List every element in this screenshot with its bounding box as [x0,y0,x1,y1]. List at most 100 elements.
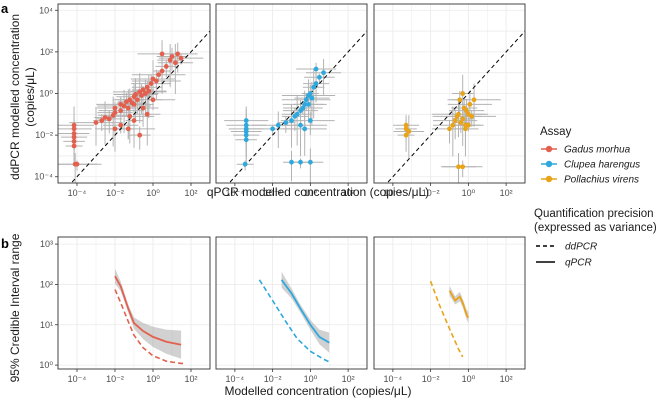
data-point-clupea-harengus [275,122,281,128]
data-point-gadus-morhua [144,84,150,90]
panel-b-facet-2-xtick-label: 10⁰ [462,374,476,384]
data-point-clupea-harengus [243,132,249,138]
data-point-gadus-morhua [106,116,112,122]
data-point-gadus-morhua [71,122,77,128]
panel-b-ytick-label: 10¹ [40,320,53,330]
panel-a-facet-1-xtick-label: 10² [342,188,355,198]
panel-b-facet-clupea-harengus [258,271,330,363]
data-point-pollachius-virens [456,111,461,117]
data-point-gadus-morhua [74,161,80,167]
legend-item-ddpcr: ddPCR [536,242,597,253]
data-point-gadus-morhua [140,105,146,111]
data-point-clupea-harengus [302,101,308,107]
data-point-gadus-morhua [71,138,77,144]
precision-legend-title-line1: Quantification precision [534,208,654,220]
data-point-gadus-morhua [172,60,178,66]
panel-b-facet-1-border [215,236,368,370]
data-point-pollachius-virens [460,164,466,170]
data-point-clupea-harengus [289,118,294,123]
data-point-clupea-harengus [243,122,249,128]
data-point-gadus-morhua [139,93,144,98]
data-point-clupea-harengus [283,120,289,125]
data-point-gadus-morhua [153,78,159,84]
data-point-gadus-morhua [148,81,154,86]
data-point-pollachius-virens [403,132,409,138]
panel-b-chart: 10⁻⁴ 10⁻² 10⁰ 10² 10⁰ 10¹ 10² 10³ 10⁻⁴ 10⁻² 10⁰ 10²… [39,236,526,384]
data-point-gadus-morhua [156,72,162,78]
panel-b-ytick-label: 10² [40,279,53,289]
panel-b-ytick-label: 10⁰ [39,360,53,370]
data-point-gadus-morhua [102,115,108,120]
panel-a-facet-1-xtick-label: 10⁻⁴ [226,188,245,198]
data-point-gadus-morhua [144,111,150,117]
panel-a-facet-2-xtick-label: 10⁻² [422,188,440,198]
data-point-clupea-harengus [307,118,313,123]
ddpcr-line-gadus-morhua [114,289,186,365]
data-point-gadus-morhua [150,97,156,103]
legend-label-ddpcr: ddPCR [565,242,597,253]
data-point-gadus-morhua [71,126,77,132]
data-point-gadus-morhua [112,126,118,132]
data-point-pollachius-virens [456,164,461,170]
qpcr-line-gadus-morhua [114,275,182,346]
data-point-pollachius-virens [406,129,412,134]
legend-label-clupea: Clupea harengus [564,160,640,171]
panel-a-x-axis-title: qPCR modelled concentration (copies/μL) [207,185,429,199]
data-point-gadus-morhua [169,54,175,59]
data-point-gadus-morhua [121,103,127,109]
panel-a-facet-0-xtick-label: 10⁻² [106,188,124,198]
data-point-gadus-morhua [125,105,131,111]
identity-reference-line [70,30,210,183]
data-point-clupea-harengus [303,97,309,103]
panel-b-y-axis-title: 95% Credible Interval range [8,233,22,382]
assay-legend: Assay Gadus morhua Clupea harengus Polla… [540,126,640,186]
data-point-clupea-harengus [313,66,319,72]
data-point-pollachius-virens [464,108,469,114]
legend-label-qpcr: qPCR [565,258,592,269]
data-point-gadus-morhua [112,110,118,116]
panel-a-facet-2-xtick-label: 10⁰ [462,188,476,198]
data-point-clupea-harengus [243,137,249,143]
data-point-gadus-morhua [125,126,131,132]
data-point-pollachius-virens [450,122,456,128]
data-point-clupea-harengus [298,159,303,165]
panel-a-facet-0-xtick-label: 10⁰ [146,188,160,198]
data-point-gadus-morhua [118,108,124,114]
ddpcr-line-clupea-harengus [258,279,330,363]
data-point-clupea-harengus [270,126,276,132]
data-point-gadus-morhua [118,122,124,128]
data-point-clupea-harengus [289,159,294,165]
panel-b-facet-gadus-morhua [114,268,186,365]
data-point-pollachius-virens [471,97,477,103]
panel-b-facet-0-xtick-label: 10² [184,374,197,384]
data-point-gadus-morhua [71,134,77,140]
data-point-gadus-morhua [127,113,133,119]
data-point-gadus-morhua [146,88,152,94]
qpcr-line-pollachius-virens [448,290,470,319]
assay-legend-title: Assay [540,126,572,138]
legend-label-gadus: Gadus morhua [564,145,631,156]
panel-b-facet-2-xtick-label: 10² [500,374,513,384]
data-point-gadus-morhua [71,131,77,136]
panel-a-facet-2-xtick-label: 10⁻⁴ [384,188,403,198]
panel-b-facet-1-xtick-label: 10⁰ [304,374,318,384]
precision-legend-title-line2: (expressed as variance) [534,222,657,234]
data-point-gadus-morhua [112,105,118,111]
data-point-pollachius-virens [469,113,475,119]
data-point-gadus-morhua [159,51,165,57]
panel-a-ytick-label: 10⁴ [39,5,53,15]
panel-a-ytick-label: 10⁻² [35,130,53,140]
panel-a-y-axis-title-line2: (copies/μL) [23,67,37,127]
data-point-gadus-morhua [167,57,173,63]
panel-a-facet-1-xtick-label: 10⁻² [264,188,282,198]
data-point-clupea-harengus [243,126,249,132]
data-point-gadus-morhua [134,97,140,103]
panel-b-facet-1-xtick-label: 10² [342,374,355,384]
data-point-gadus-morhua [140,87,146,93]
data-point-pollachius-virens [465,122,471,128]
data-point-gadus-morhua [143,91,148,96]
panel-a-facet-clupea-harengus [224,30,367,183]
panel-b-x-axis-title: Modelled concentration (copies/μL) [224,384,411,398]
legend-key-gadus-dot [545,145,553,153]
